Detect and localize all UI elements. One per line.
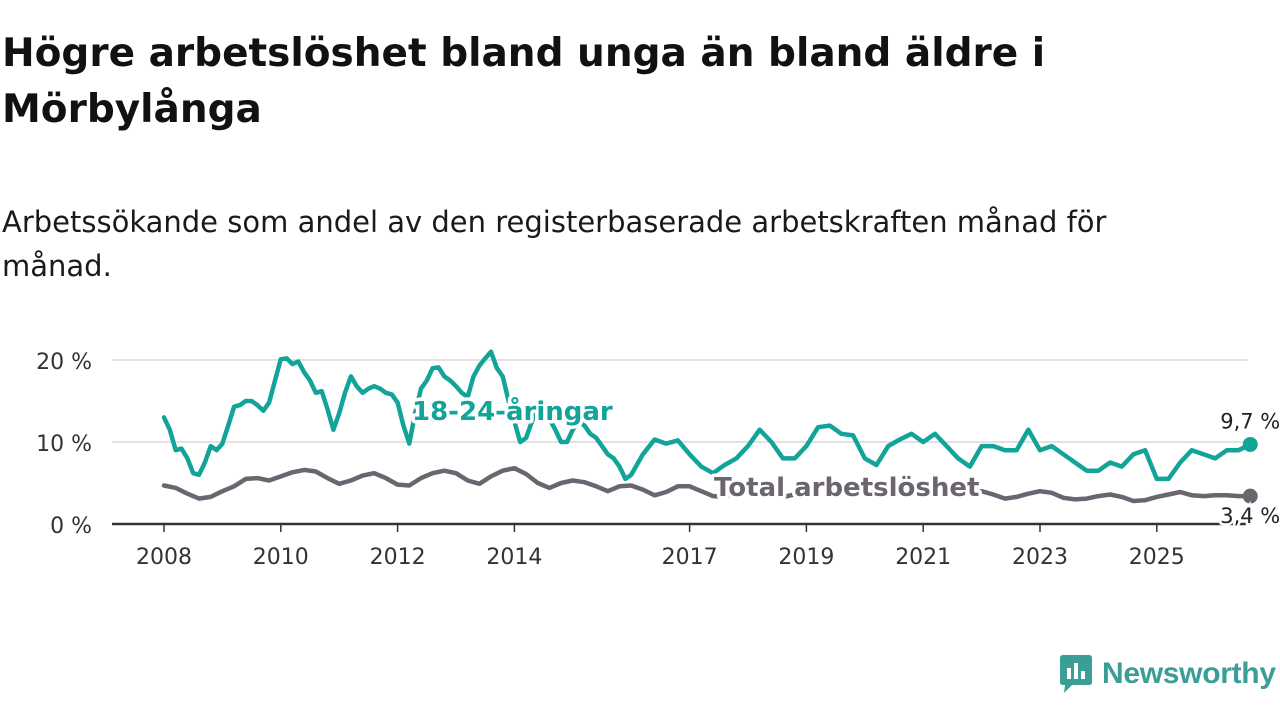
line-chart: 0 % 10 % 20 % 2008 2010 2012 2014 2017 2019 2021… [36,349,1280,570]
x-tick-label: 2021 [895,545,951,570]
brand-name: Newsworthy [1102,657,1276,690]
x-tick-label: 2010 [253,545,309,570]
series-end-point [1242,436,1258,452]
y-tick-label: 0 % [50,514,92,539]
y-tick-label: 20 % [36,350,92,375]
x-tick-label: 2019 [778,545,834,570]
x-tick-label: 2012 [370,545,426,570]
x-tick-label: 2025 [1129,545,1185,570]
series-line-total [161,465,1253,504]
series-label-total: Total arbetslöshet [714,473,979,503]
x-tick-label: 2014 [486,545,542,570]
series-end-point [1242,488,1258,504]
chart-title: Högre arbetslöshet bland unga än bland ä… [2,31,1046,132]
series-labels: 18-24-åringar Total arbetslöshet 9,7 % 3,4 … [409,392,1280,531]
x-tick-label: 2023 [1012,545,1068,570]
chart-subtitle: Arbetssökande som andel av den registerb… [2,205,1107,283]
series-group [161,349,1258,504]
x-axis: 2008 2010 2012 2014 2017 2019 2021 2023 2025 [112,522,1248,570]
x-tick-label: 2008 [136,545,192,570]
x-tick-label: 2017 [662,545,718,570]
end-value-total: 3,4 % [1220,504,1280,528]
newsworthy-logo: Newsworthy [1058,654,1280,694]
end-value-youth: 9,7 % [1220,409,1280,433]
newsworthy-bubble-icon [1060,655,1092,693]
y-axis: 0 % 10 % 20 % [36,350,92,539]
gridlines [112,359,1248,443]
series-label-youth: 18-24-åringar [412,395,613,427]
series-line-youth [161,349,1253,482]
y-tick-label: 10 % [36,432,92,457]
